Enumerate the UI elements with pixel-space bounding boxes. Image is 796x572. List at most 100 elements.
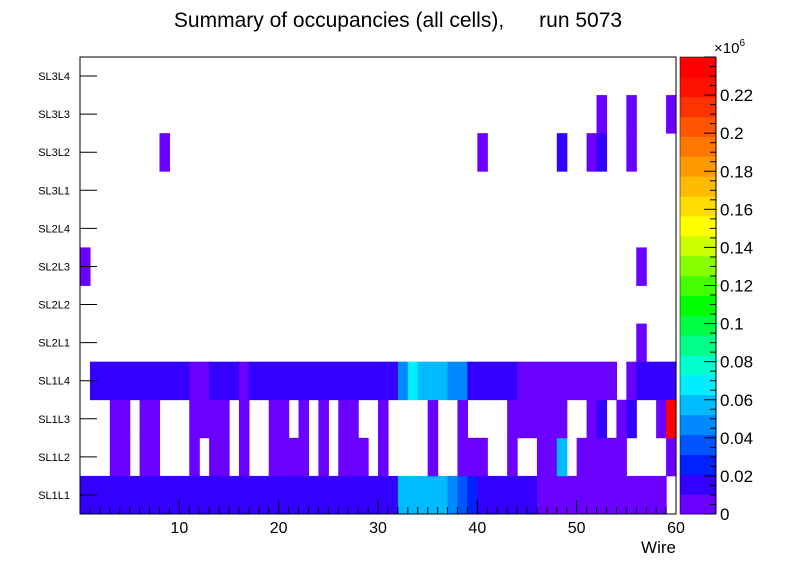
heatmap-cell (636, 247, 647, 286)
heatmap-cell (596, 475, 608, 515)
heatmap-cell (318, 475, 329, 515)
heatmap-cell (407, 361, 419, 401)
heatmap-cell (666, 437, 677, 477)
heatmap-cell (288, 475, 300, 515)
heatmap-cell (576, 361, 588, 401)
heatmap-cell (566, 475, 578, 515)
z-tick-label: 0.16 (720, 200, 753, 219)
x-tick-label: 40 (468, 520, 486, 537)
palette-swatch (680, 136, 716, 157)
heatmap-cell (596, 437, 608, 477)
heatmap-cell (338, 361, 349, 401)
heatmap-cell (427, 475, 439, 515)
heatmap-cell (556, 437, 568, 477)
z-tick-label: 0.2 (720, 124, 744, 143)
heatmap-cell (566, 361, 578, 401)
heatmap-cell (159, 475, 170, 515)
z-axis: 0 0.02 0.04 0.06 0.08 0.1 0.12 0.14 0.16 0.18 0.2 0… (704, 56, 753, 524)
heatmap-cell (407, 475, 419, 515)
heatmap-cell (467, 475, 478, 515)
palette-swatch (680, 295, 716, 316)
y-tick-label: SL1L2 (38, 452, 70, 464)
heatmap-cell (387, 361, 399, 401)
heatmap-cell (199, 361, 210, 401)
heatmap-cell (596, 133, 608, 172)
heatmap-cell (348, 399, 359, 439)
heatmap-cell (507, 361, 518, 401)
heatmap-cell (219, 399, 230, 439)
z-tick-label: 0.18 (720, 162, 753, 181)
heatmap-cell (477, 361, 488, 401)
heatmap-cell (238, 361, 250, 401)
heatmap-cell (378, 361, 389, 401)
heatmap-cell (219, 475, 230, 515)
heatmap-cell (586, 133, 598, 172)
palette-swatch (680, 215, 716, 237)
heatmap-cell (229, 475, 240, 515)
heatmap-cell (258, 361, 270, 401)
heatmap-cell (417, 475, 429, 515)
heatmap-cell (109, 475, 121, 515)
heatmap-cell (457, 437, 468, 477)
heatmap-cell (199, 399, 210, 439)
heatmap-cell (457, 475, 468, 515)
heatmap-cell (626, 133, 637, 172)
heatmap-cell (507, 399, 518, 439)
heatmap-cell (199, 475, 210, 515)
heatmap-cell (338, 399, 349, 439)
heatmap-cell (427, 361, 439, 401)
heatmap-cell (477, 475, 488, 515)
heatmap-cell (238, 399, 250, 439)
heatmap-cell (447, 361, 459, 401)
heatmap-cell (308, 361, 319, 401)
heatmap-cell (139, 361, 151, 401)
y-tick-label: SL1L1 (38, 490, 70, 502)
z-tick-label: 0 (720, 505, 729, 524)
heatmap-cell (497, 475, 508, 515)
y-tick-label: SL1L4 (38, 376, 70, 388)
heatmap-cell (626, 399, 637, 439)
heatmap-cell (527, 361, 538, 401)
heatmap-cell (437, 361, 449, 401)
heatmap-cell (636, 475, 647, 515)
y-tick-label: SL2L4 (38, 223, 70, 235)
palette-swatch (680, 76, 716, 98)
heatmap-cell (139, 475, 151, 515)
heatmap-cell (417, 361, 429, 401)
heatmap-cell (576, 475, 588, 515)
heatmap-cell (169, 361, 180, 401)
heatmap-cell (119, 475, 131, 515)
heatmap-cell (328, 361, 339, 401)
heatmap-cell (517, 361, 528, 401)
x-tick-label: 10 (170, 520, 188, 537)
heatmap-cell (378, 475, 389, 515)
heatmap-cell (596, 361, 608, 401)
heatmap-cell (527, 399, 538, 439)
palette-swatch (680, 335, 716, 356)
heatmap-cell (278, 437, 290, 477)
heatmap-cell (189, 475, 200, 515)
palette-swatch (680, 156, 716, 177)
heatmap-cell (318, 361, 329, 401)
heatmap-cell (119, 437, 131, 477)
y-tick-label: SL3L4 (38, 71, 70, 83)
heatmap-cell (546, 437, 558, 477)
heatmap-cell (497, 361, 508, 401)
palette-swatch (680, 434, 716, 455)
heatmap-cell (368, 361, 379, 401)
heatmap-cell (229, 361, 240, 401)
heatmap-cell (378, 437, 389, 477)
heatmap-cell (636, 361, 647, 401)
palette-swatch (680, 255, 716, 277)
heatmap-cell (348, 361, 359, 401)
heatmap-cell (606, 475, 617, 515)
palette-swatch (680, 176, 716, 197)
heatmap-cell (636, 323, 647, 363)
z-axis-exponent: ×106 (714, 38, 745, 57)
y-tick-label: SL3L2 (38, 147, 70, 159)
z-tick-label: 0.04 (720, 429, 753, 448)
heatmap-cell (179, 361, 190, 401)
heatmap-cell (656, 399, 667, 439)
heatmap-cell (556, 399, 568, 439)
heatmap-cell (586, 361, 598, 401)
